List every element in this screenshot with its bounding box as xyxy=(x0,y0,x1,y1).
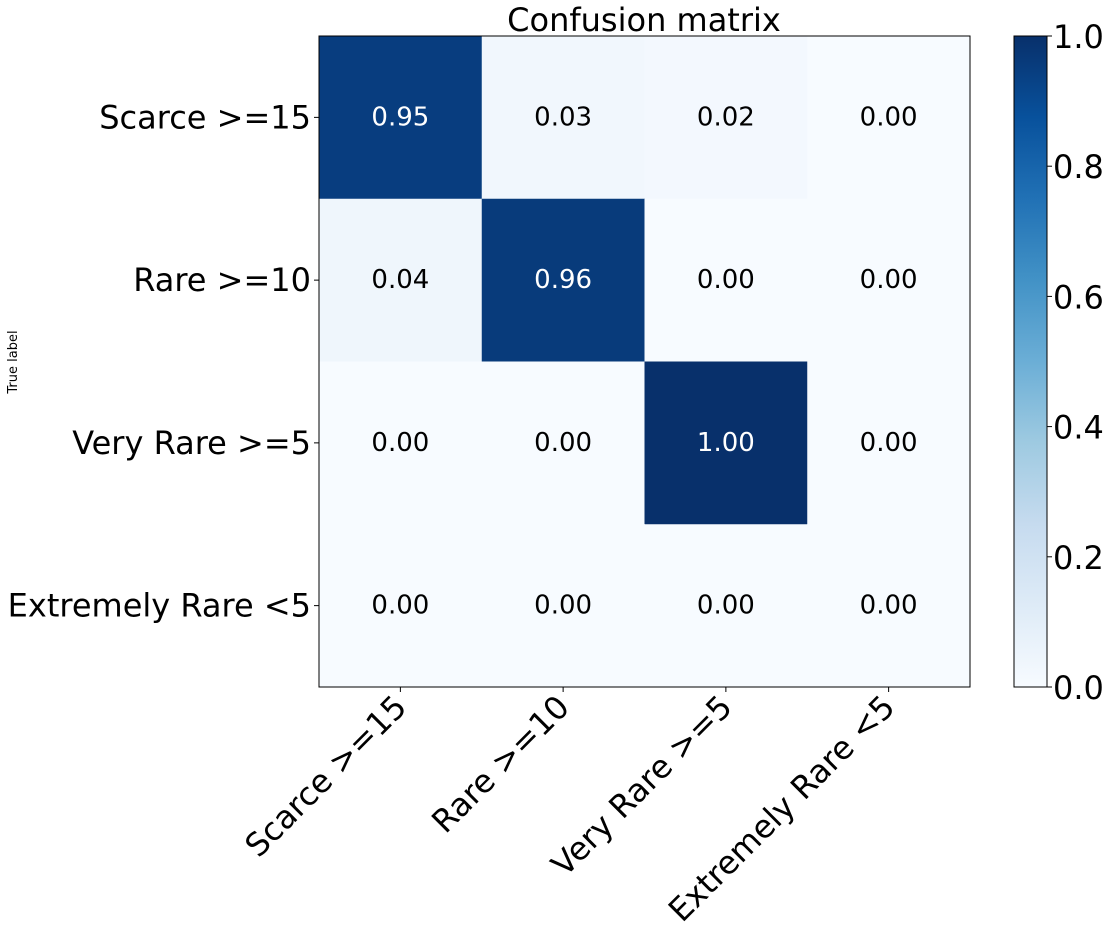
heatmap-cell xyxy=(319,361,483,525)
heatmap-cell xyxy=(319,524,483,688)
cell-value-label: 0.02 xyxy=(697,102,755,132)
cell-value-label: 0.00 xyxy=(534,428,592,458)
heatmap-cell xyxy=(807,198,971,362)
cell-value-label: 0.00 xyxy=(371,428,429,458)
heatmap-cell xyxy=(807,524,971,688)
colorbar-ticks: 0.0 0.2 0.4 0.6 0.8 1.0 xyxy=(1047,18,1104,707)
cell-value-label: 1.00 xyxy=(697,428,755,458)
x-tick-label: Rare >=10 xyxy=(424,688,577,841)
cell-value-label: 0.96 xyxy=(534,265,592,295)
colorbar-tick-label: 0.4 xyxy=(1053,409,1104,447)
heatmap-cell xyxy=(807,361,971,525)
y-tick-label: Very Rare >=5 xyxy=(72,424,311,462)
plot-frame xyxy=(318,35,971,688)
cell-value-label: 0.95 xyxy=(371,102,429,132)
heatmap-cell xyxy=(481,198,645,362)
colorbar-tick-label: 0.6 xyxy=(1053,278,1104,316)
cell-value-labels: 0.95 0.03 0.02 0.00 0.04 0.96 0.00 0.00 0.00 0.00… xyxy=(371,102,917,620)
y-tick-label: Rare >=10 xyxy=(133,261,311,299)
heatmap-cell xyxy=(319,198,483,362)
y-tick-label: Extremely Rare <5 xyxy=(8,587,311,625)
cell-value-label: 0.00 xyxy=(860,428,918,458)
colorbar-tick-label: 1.0 xyxy=(1053,18,1104,56)
heatmap-cells xyxy=(319,36,971,688)
heatmap-cell xyxy=(644,361,808,525)
colorbar xyxy=(1013,35,1048,688)
cell-value-label: 0.00 xyxy=(860,265,918,295)
y-axis-ticks: Scarce >=15 Rare >=10 Very Rare >=5 Extreme… xyxy=(8,98,319,625)
colorbar-tick-label: 0.0 xyxy=(1053,669,1104,707)
cell-value-label: 0.04 xyxy=(371,265,429,295)
heatmap-cell xyxy=(481,361,645,525)
y-tick-label: Scarce >=15 xyxy=(99,98,311,136)
heatmap-cell xyxy=(807,36,971,200)
chart-title: Confusion matrix xyxy=(507,1,781,39)
cell-value-label: 0.00 xyxy=(371,591,429,621)
heatmap-cell xyxy=(644,524,808,688)
heatmap-cell xyxy=(644,36,808,200)
cell-value-label: 0.03 xyxy=(534,102,592,132)
x-tick-label: Scarce >=15 xyxy=(237,688,414,865)
colorbar-tick-label: 0.2 xyxy=(1053,539,1104,577)
cell-value-label: 0.00 xyxy=(697,265,755,295)
cell-value-label: 0.00 xyxy=(860,591,918,621)
heatmap-cell xyxy=(481,524,645,688)
colorbar-tick-label: 0.8 xyxy=(1053,148,1104,186)
heatmap-cell xyxy=(481,36,645,200)
heatmap-cell xyxy=(644,198,808,362)
cell-value-label: 0.00 xyxy=(534,591,592,621)
cell-value-label: 0.00 xyxy=(697,591,755,621)
heatmap-cell xyxy=(319,36,483,200)
cell-value-label: 0.00 xyxy=(860,102,918,132)
y-axis-label: True label xyxy=(6,330,21,394)
